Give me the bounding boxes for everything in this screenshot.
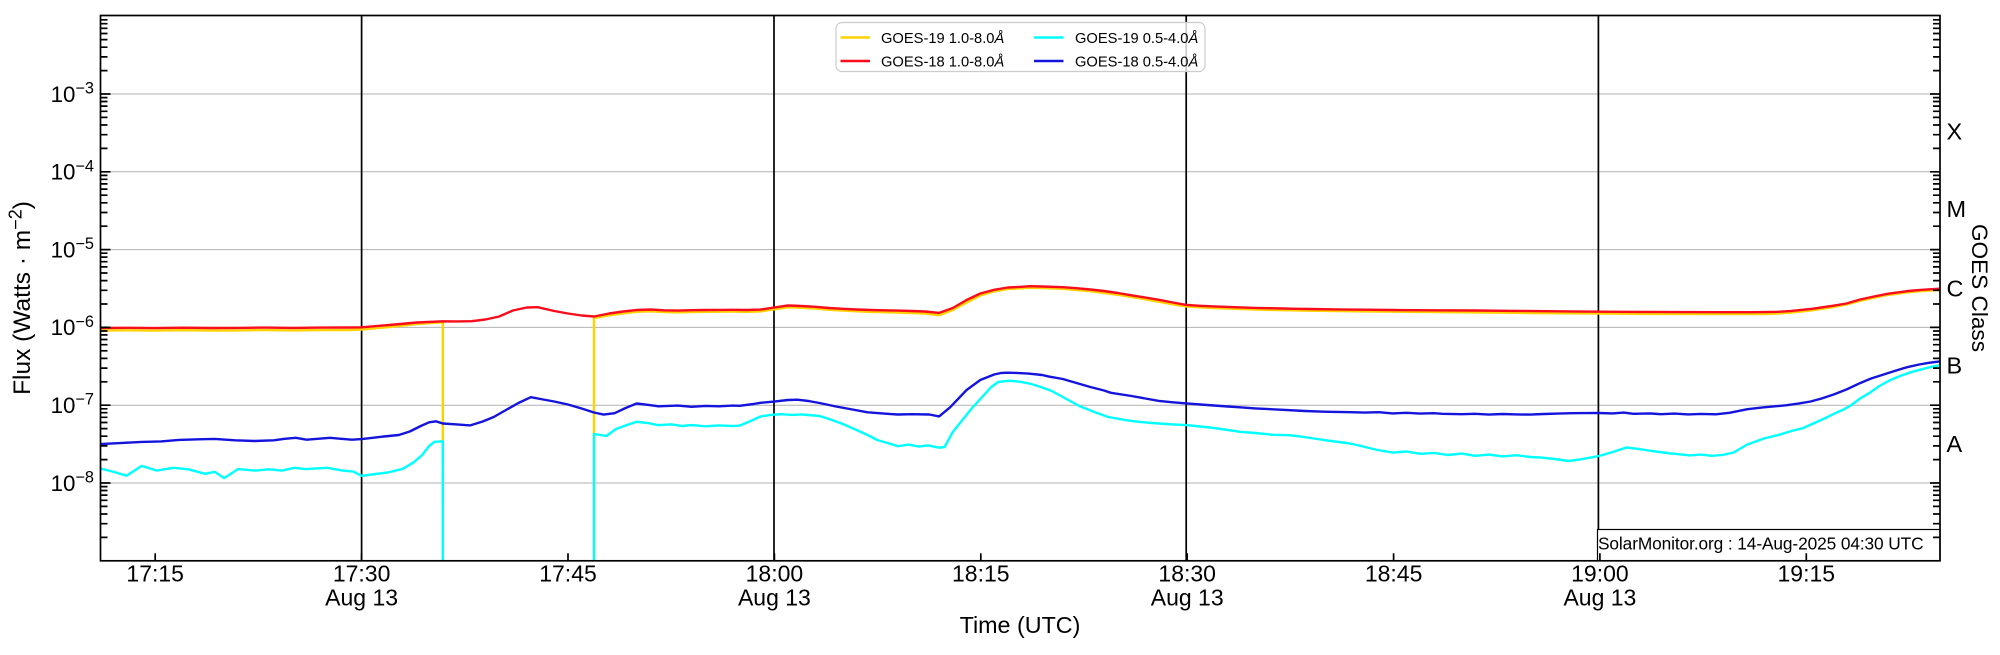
svg-text:B: B — [1947, 353, 1963, 379]
svg-text:GOES-19 0.5-4.0Å: GOES-19 0.5-4.0Å — [1075, 30, 1198, 47]
svg-text:Aug 13: Aug 13 — [738, 585, 811, 611]
svg-text:18:15: 18:15 — [952, 561, 1010, 587]
svg-text:X: X — [1947, 119, 1963, 145]
svg-text:17:30: 17:30 — [333, 561, 391, 587]
svg-text:Time (UTC): Time (UTC) — [960, 612, 1081, 638]
svg-text:18:30: 18:30 — [1158, 561, 1216, 587]
svg-text:Aug 13: Aug 13 — [1151, 585, 1224, 611]
svg-text:GOES-19 1.0-8.0Å: GOES-19 1.0-8.0Å — [881, 30, 1004, 47]
svg-text:GOES Class: GOES Class — [1967, 224, 1992, 352]
svg-text:19:15: 19:15 — [1778, 561, 1836, 587]
svg-text:18:45: 18:45 — [1365, 561, 1423, 587]
svg-text:Aug 13: Aug 13 — [1563, 585, 1636, 611]
svg-text:SolarMonitor.org : 14-Aug-2025: SolarMonitor.org : 14-Aug-2025 04:30 UTC — [1598, 534, 1923, 554]
svg-text:Flux (Watts · m−2): Flux (Watts · m−2) — [6, 201, 37, 395]
svg-text:M: M — [1947, 196, 1967, 222]
svg-text:A: A — [1947, 431, 1963, 457]
svg-text:GOES-18 1.0-8.0Å: GOES-18 1.0-8.0Å — [881, 53, 1004, 70]
svg-text:C: C — [1947, 276, 1964, 302]
svg-text:17:15: 17:15 — [126, 561, 184, 587]
svg-text:17:45: 17:45 — [539, 561, 597, 587]
svg-text:19:00: 19:00 — [1571, 561, 1629, 587]
svg-text:Aug 13: Aug 13 — [325, 585, 398, 611]
svg-text:GOES-18 0.5-4.0Å: GOES-18 0.5-4.0Å — [1075, 53, 1198, 70]
svg-text:18:00: 18:00 — [746, 561, 804, 587]
